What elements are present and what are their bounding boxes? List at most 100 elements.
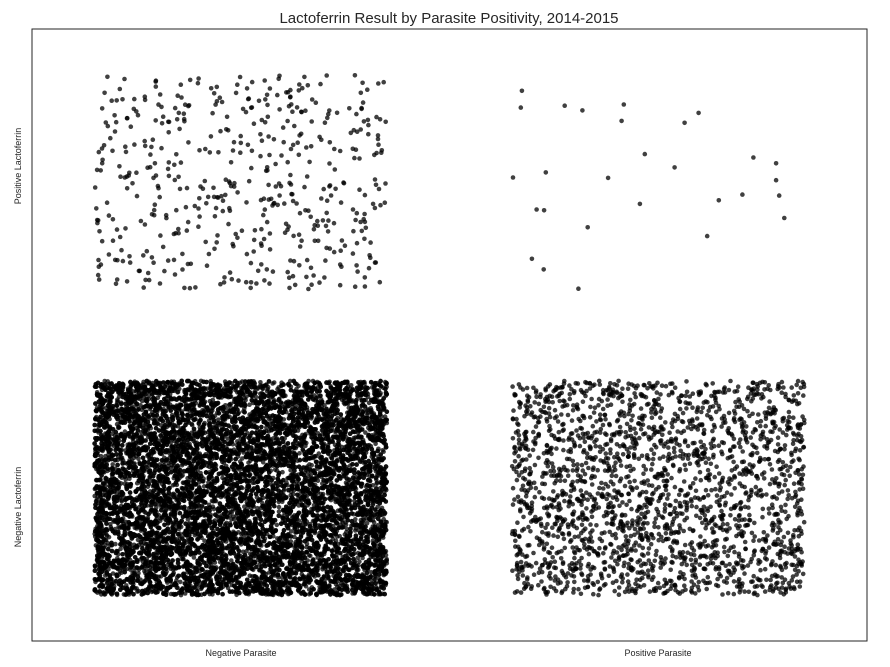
scatter-point [96,257,101,263]
scatter-point [246,178,252,184]
scatter-point [362,211,367,217]
scatter-point [239,228,245,233]
scatter-point [672,165,677,170]
scatter-point [365,87,370,92]
scatter-point [238,140,244,146]
scatter-point [372,205,378,211]
scatter-point [184,185,190,191]
scatter-point [106,252,112,257]
scatter-point [160,114,166,119]
scatter-point [155,183,161,189]
scatter-point [352,73,358,78]
scatter-point [222,275,227,280]
scatter-point [172,105,178,111]
scatter-point [276,509,282,514]
scatter-point [142,94,148,99]
scatter-point [227,205,232,211]
scatter-point [290,273,296,279]
scatter-point [159,145,164,151]
scatter-point [259,117,265,123]
scatter-point [259,138,265,143]
scatter-point [183,204,189,210]
scatter-point [339,238,345,243]
scatter-point [277,193,282,198]
scatter-point [105,123,111,129]
scatter-point [358,219,363,225]
scatter-point [299,238,304,243]
scatter-point [354,263,359,268]
scatter-point [142,143,148,149]
scatter-point [244,251,250,257]
scatter-point [181,116,187,122]
scatter-point [145,165,150,170]
scatter-point [226,221,231,227]
scatter-point [151,212,157,218]
scatter-point [352,155,357,161]
scatter-point [195,80,201,86]
scatter-point [123,144,128,149]
scatter-point [519,88,525,94]
scatter-point [136,268,142,274]
scatter-point [328,193,334,198]
scatter-point [166,130,171,135]
scatter-point [300,85,305,91]
scatter-point [290,142,296,148]
scatter-point [534,207,539,212]
scatter-point [123,149,129,155]
scatter-point [311,227,317,232]
scatter-point [305,83,311,88]
scatter-point [206,251,212,257]
scatter-point [377,279,383,285]
scatter-point [350,207,356,212]
scatter-point [110,148,115,154]
scatter-point [271,380,277,385]
scatter-point [152,161,158,166]
scatter-point [315,238,321,244]
scatter-point [230,148,236,153]
scatter-point [223,192,228,198]
scatter-point [224,114,230,120]
scatter-point [372,177,378,182]
scatter-point [359,105,364,111]
scatter-point [347,106,352,111]
scatter-point [157,92,163,97]
scatter-point [235,235,240,241]
scatter-point [342,243,348,248]
scatter-point [267,152,272,158]
scatter-point [334,110,340,116]
scatter-point [231,139,237,145]
scatter-point [101,143,107,148]
scatter-point [128,124,134,129]
scatter-point [366,122,371,128]
scatter-point [262,207,268,212]
scatter-point [148,152,153,157]
scatter-point [266,182,271,188]
scatter-point [303,208,308,213]
scatter-point [177,126,182,132]
scatter-point [773,161,779,166]
scatter-point [348,130,354,136]
scatter-point [106,213,112,218]
scatter-point [327,246,333,251]
scatter-point [267,281,272,286]
scatter-point [576,286,581,292]
scatter-point [529,256,535,262]
scatter-point [174,117,180,122]
scatter-point [215,195,221,200]
scatter-point [262,78,268,83]
scatter-point [377,117,383,122]
scatter-point [258,132,263,137]
scatter-point [115,257,120,263]
scatter-point [187,285,193,291]
scatter-point [220,208,226,214]
scatter-point [192,203,198,209]
scatter-point [286,103,292,109]
scatter-point [264,267,270,272]
scatter-point [288,146,294,152]
scatter-point [174,207,179,213]
scatter-point [181,111,187,116]
scatter-point [297,244,303,249]
scatter-point [326,218,331,223]
scatter-point [166,119,172,125]
scatter-point [112,129,118,134]
